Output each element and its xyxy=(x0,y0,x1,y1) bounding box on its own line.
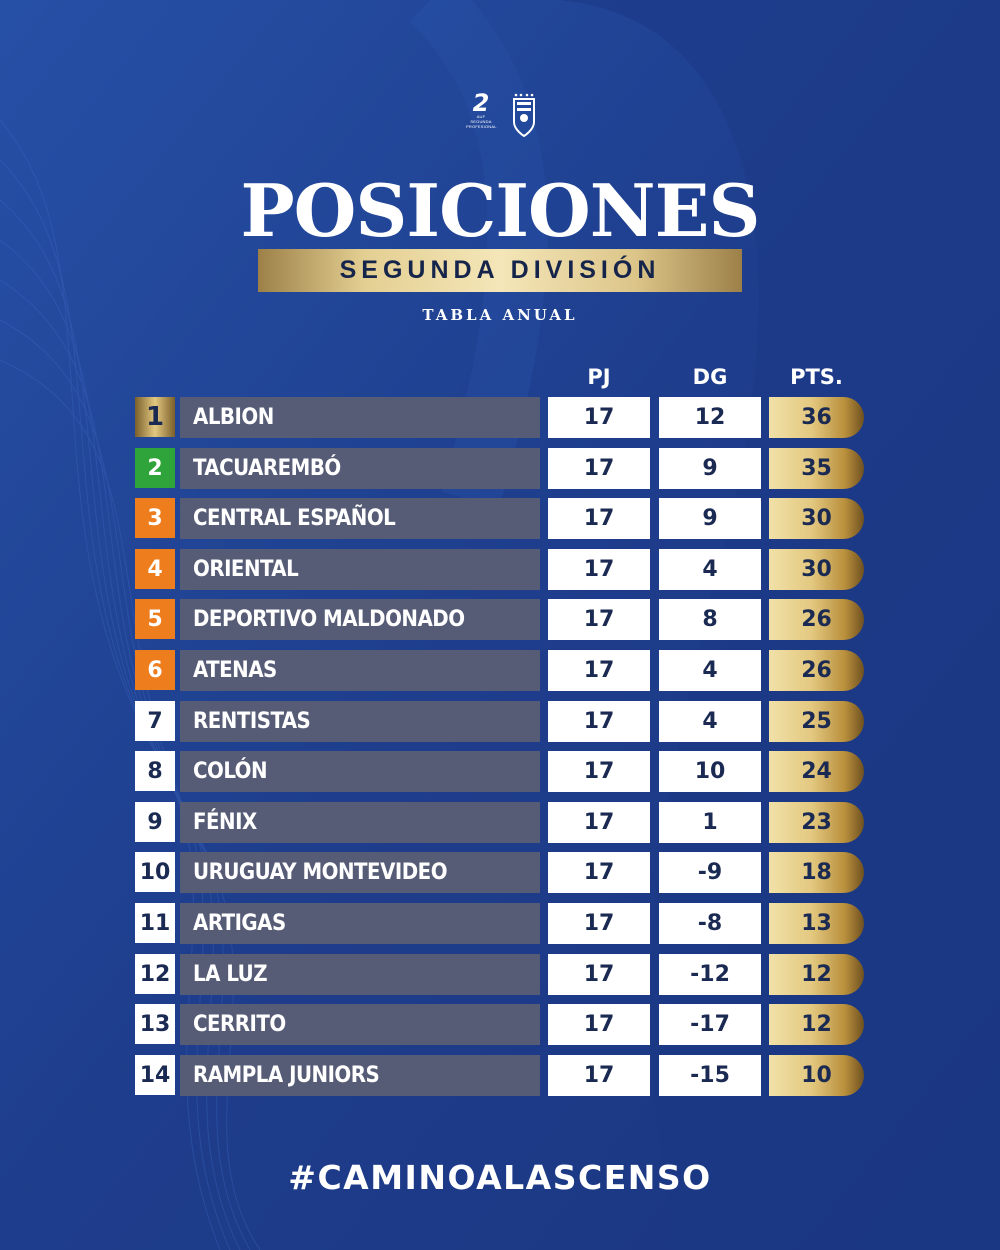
position-badge: 12 xyxy=(135,954,175,994)
position-badge: 13 xyxy=(135,1004,175,1044)
points-cell: 30 xyxy=(769,498,864,539)
played-cell: 17 xyxy=(548,903,650,944)
auf-segunda-logo: 2 AUF SEGUNDA PROFESIONAL xyxy=(466,89,497,138)
played-cell: 17 xyxy=(548,549,650,590)
team-name: RAMPLA JUNIORS xyxy=(180,1055,540,1096)
goal-diff-cell: 4 xyxy=(659,650,761,691)
table-row: 13 CERRITO 17 -17 12 xyxy=(0,1004,1000,1045)
played-cell: 17 xyxy=(548,650,650,691)
position-badge: 5 xyxy=(135,599,175,639)
table-row: 11 ARTIGAS 17 -8 13 xyxy=(0,903,1000,944)
table-row: 7 RENTISTAS 17 4 25 xyxy=(0,701,1000,742)
points-cell: 12 xyxy=(769,1004,864,1045)
logo-number: 2 xyxy=(472,89,490,117)
table-row: 14 RAMPLA JUNIORS 17 -15 10 xyxy=(0,1055,1000,1096)
goal-diff-cell: -17 xyxy=(659,1004,761,1045)
column-header-pj: PJ xyxy=(587,365,611,389)
played-cell: 17 xyxy=(548,498,650,539)
team-name: DEPORTIVO MALDONADO xyxy=(180,599,540,640)
team-name: ARTIGAS xyxy=(180,903,540,944)
team-name: ORIENTAL xyxy=(180,549,540,590)
points-cell: 26 xyxy=(769,599,864,640)
table-row: 1 ALBION 17 12 36 xyxy=(0,397,1000,438)
logos: 2 AUF SEGUNDA PROFESIONAL xyxy=(466,89,536,138)
team-name: CERRITO xyxy=(180,1004,540,1045)
position-badge: 8 xyxy=(135,751,175,791)
points-cell: 24 xyxy=(769,751,864,792)
goal-diff-cell: 10 xyxy=(659,751,761,792)
played-cell: 17 xyxy=(548,448,650,489)
points-cell: 30 xyxy=(769,549,864,590)
played-cell: 17 xyxy=(548,397,650,438)
points-cell: 35 xyxy=(769,448,864,489)
position-badge: 7 xyxy=(135,701,175,741)
position-badge: 6 xyxy=(135,650,175,690)
points-cell: 10 xyxy=(769,1055,864,1096)
points-cell: 12 xyxy=(769,954,864,995)
table-tag: TABLA ANUAL xyxy=(422,306,578,324)
played-cell: 17 xyxy=(548,701,650,742)
column-header-dg: DG xyxy=(692,365,728,389)
position-badge: 2 xyxy=(135,448,175,488)
table-row: 10 URUGUAY MONTEVIDEO 17 -9 18 xyxy=(0,852,1000,893)
points-cell: 18 xyxy=(769,852,864,893)
table-row: 3 CENTRAL ESPAÑOL 17 9 30 xyxy=(0,498,1000,539)
goal-diff-cell: 4 xyxy=(659,701,761,742)
table-row: 8 COLÓN 17 10 24 xyxy=(0,751,1000,792)
position-badge: 9 xyxy=(135,802,175,842)
position-badge: 1 xyxy=(135,397,175,437)
goal-diff-cell: -12 xyxy=(659,954,761,995)
table-row: 2 TACUAREMBÓ 17 9 35 xyxy=(0,448,1000,489)
table-row: 5 DEPORTIVO MALDONADO 17 8 26 xyxy=(0,599,1000,640)
team-name: TACUAREMBÓ xyxy=(180,448,540,489)
table-row: 12 LA LUZ 17 -12 12 xyxy=(0,954,1000,995)
column-header-pts: PTS. xyxy=(790,365,843,389)
goal-diff-cell: -8 xyxy=(659,903,761,944)
team-name: FÉNIX xyxy=(180,802,540,843)
played-cell: 17 xyxy=(548,802,650,843)
played-cell: 17 xyxy=(548,852,650,893)
team-name: URUGUAY MONTEVIDEO xyxy=(180,852,540,893)
team-name: RENTISTAS xyxy=(180,701,540,742)
goal-diff-cell: -15 xyxy=(659,1055,761,1096)
goal-diff-cell: 9 xyxy=(659,448,761,489)
points-cell: 26 xyxy=(769,650,864,691)
position-badge: 3 xyxy=(135,498,175,538)
table-row: 6 ATENAS 17 4 26 xyxy=(0,650,1000,691)
played-cell: 17 xyxy=(548,751,650,792)
table-row: 4 ORIENTAL 17 4 30 xyxy=(0,549,1000,590)
points-cell: 13 xyxy=(769,903,864,944)
position-badge: 10 xyxy=(135,852,175,892)
goal-diff-cell: 1 xyxy=(659,802,761,843)
page-title: POSICIONES xyxy=(240,168,761,253)
subtitle: SEGUNDA DIVISIÓN xyxy=(339,256,661,284)
table-row: 9 FÉNIX 17 1 23 xyxy=(0,802,1000,843)
subtitle-band: SEGUNDA DIVISIÓN xyxy=(258,249,742,292)
team-name: COLÓN xyxy=(180,751,540,792)
team-name: LA LUZ xyxy=(180,954,540,995)
goal-diff-cell: -9 xyxy=(659,852,761,893)
played-cell: 17 xyxy=(548,1055,650,1096)
played-cell: 17 xyxy=(548,954,650,995)
position-badge: 11 xyxy=(135,903,175,943)
points-cell: 36 xyxy=(769,397,864,438)
played-cell: 17 xyxy=(548,599,650,640)
position-badge: 4 xyxy=(135,549,175,589)
position-badge: 14 xyxy=(135,1055,175,1095)
points-cell: 23 xyxy=(769,802,864,843)
team-name: ATENAS xyxy=(180,650,540,691)
goal-diff-cell: 9 xyxy=(659,498,761,539)
hashtag: #CAMINOALASCENSO xyxy=(288,1158,712,1197)
goal-diff-cell: 8 xyxy=(659,599,761,640)
goal-diff-cell: 12 xyxy=(659,397,761,438)
played-cell: 17 xyxy=(548,1004,650,1045)
logo-text: AUF SEGUNDA PROFESIONAL xyxy=(466,114,497,129)
team-name: CENTRAL ESPAÑOL xyxy=(180,498,540,539)
team-name: ALBION xyxy=(180,397,540,438)
goal-diff-cell: 4 xyxy=(659,549,761,590)
uruguay-shield-icon xyxy=(513,93,535,138)
points-cell: 25 xyxy=(769,701,864,742)
